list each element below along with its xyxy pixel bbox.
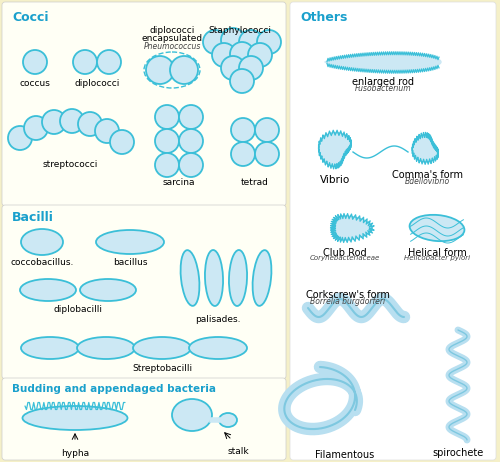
Ellipse shape: [252, 250, 272, 306]
Text: streptococci: streptococci: [42, 160, 98, 169]
Text: bacillus: bacillus: [113, 258, 147, 267]
Ellipse shape: [77, 337, 135, 359]
Text: Staphylococci: Staphylococci: [208, 26, 272, 35]
Circle shape: [231, 118, 255, 142]
Ellipse shape: [21, 229, 63, 255]
Ellipse shape: [133, 337, 191, 359]
Circle shape: [248, 43, 272, 67]
Circle shape: [42, 110, 66, 134]
Circle shape: [60, 109, 84, 133]
Circle shape: [23, 50, 47, 74]
Text: Budding and appendaged bacteria: Budding and appendaged bacteria: [12, 384, 216, 394]
Text: Comma's form: Comma's form: [392, 170, 462, 180]
Text: encapsulated: encapsulated: [142, 34, 203, 43]
Text: Borrelia burgdorferi: Borrelia burgdorferi: [310, 297, 386, 306]
Text: coccus: coccus: [20, 79, 50, 88]
Circle shape: [8, 126, 32, 150]
Polygon shape: [412, 135, 438, 162]
Text: Others: Others: [300, 11, 348, 24]
Ellipse shape: [22, 406, 128, 430]
Text: Helicobacter pylori: Helicobacter pylori: [404, 255, 470, 261]
FancyBboxPatch shape: [2, 205, 286, 379]
Text: Filamentous: Filamentous: [316, 450, 374, 460]
Text: diplobacilli: diplobacilli: [54, 305, 102, 314]
Ellipse shape: [219, 413, 237, 427]
FancyBboxPatch shape: [290, 2, 496, 460]
Circle shape: [146, 56, 174, 84]
Text: spirochete: spirochete: [432, 448, 484, 458]
Ellipse shape: [189, 337, 247, 359]
Circle shape: [212, 43, 236, 67]
Ellipse shape: [172, 399, 212, 431]
Ellipse shape: [229, 250, 247, 306]
Text: Corynebacteriaceae: Corynebacteriaceae: [310, 255, 380, 261]
Text: Bacilli: Bacilli: [12, 211, 54, 224]
Circle shape: [78, 112, 102, 136]
Text: Club Rod: Club Rod: [323, 248, 367, 258]
Circle shape: [170, 56, 198, 84]
Circle shape: [155, 105, 179, 129]
Text: Pneumococcus: Pneumococcus: [144, 42, 201, 51]
Circle shape: [239, 56, 263, 80]
Text: hypha: hypha: [61, 449, 89, 458]
Text: Streptobacilli: Streptobacilli: [132, 364, 192, 373]
Circle shape: [155, 129, 179, 153]
Ellipse shape: [20, 279, 76, 301]
Ellipse shape: [21, 337, 79, 359]
Circle shape: [255, 118, 279, 142]
Text: diplococci: diplococci: [150, 26, 194, 35]
Text: Helical form: Helical form: [408, 248, 467, 258]
Polygon shape: [333, 216, 372, 240]
Ellipse shape: [410, 215, 465, 241]
Circle shape: [97, 50, 121, 74]
Text: Cocci: Cocci: [12, 11, 49, 24]
Text: enlarged rod: enlarged rod: [352, 77, 414, 87]
Circle shape: [73, 50, 97, 74]
Circle shape: [155, 153, 179, 177]
Circle shape: [221, 28, 245, 52]
Circle shape: [24, 116, 48, 140]
Text: Corkscrew's form: Corkscrew's form: [306, 290, 390, 300]
Circle shape: [179, 153, 203, 177]
Ellipse shape: [80, 279, 136, 301]
Circle shape: [257, 30, 281, 54]
Polygon shape: [325, 54, 441, 70]
Circle shape: [239, 30, 263, 54]
FancyBboxPatch shape: [2, 2, 286, 206]
Circle shape: [203, 30, 227, 54]
Circle shape: [110, 130, 134, 154]
Ellipse shape: [96, 230, 164, 254]
Ellipse shape: [205, 250, 223, 306]
Text: palisades.: palisades.: [195, 315, 241, 324]
Text: coccobacillus.: coccobacillus.: [10, 258, 74, 267]
Text: stalk: stalk: [227, 447, 249, 456]
Text: sarcina: sarcina: [163, 178, 195, 187]
Circle shape: [230, 42, 254, 66]
Circle shape: [221, 56, 245, 80]
Polygon shape: [318, 133, 351, 166]
Circle shape: [95, 119, 119, 143]
Text: Fusobacterium: Fusobacterium: [354, 84, 412, 93]
Circle shape: [179, 105, 203, 129]
Ellipse shape: [180, 250, 200, 306]
Circle shape: [230, 69, 254, 93]
Circle shape: [179, 129, 203, 153]
Circle shape: [231, 142, 255, 166]
Text: Vibrio: Vibrio: [320, 175, 350, 185]
Text: Bdellovibrio: Bdellovibrio: [404, 177, 450, 186]
Circle shape: [255, 142, 279, 166]
Text: diplococci: diplococci: [74, 79, 120, 88]
Text: tetrad: tetrad: [241, 178, 269, 187]
FancyBboxPatch shape: [2, 378, 286, 460]
